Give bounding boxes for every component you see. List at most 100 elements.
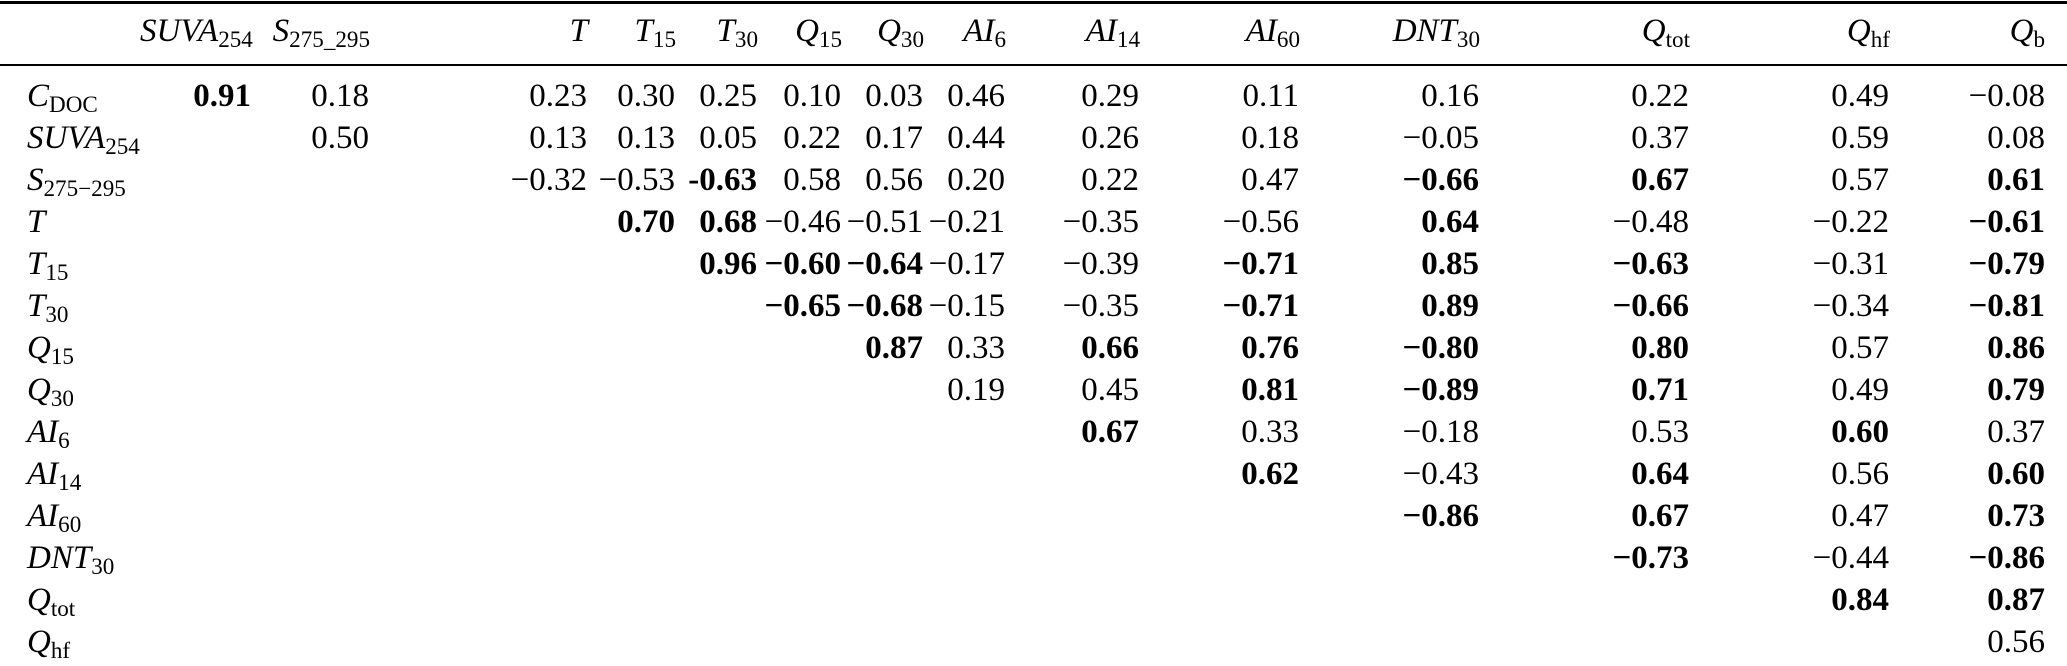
empty-cell <box>252 327 370 369</box>
correlation-value: −0.39 <box>1062 246 1139 282</box>
empty-cell <box>842 537 924 579</box>
row-label: AI14 <box>0 453 140 495</box>
table-row: Qtot 0.84 0.87 <box>0 579 2067 621</box>
empty-cell <box>588 411 676 453</box>
column-header: T15 <box>588 2 676 66</box>
value-cell: 0.37 <box>1480 117 1690 159</box>
correlation-value: −0.31 <box>1812 246 1889 282</box>
column-header: DNT30 <box>1300 2 1480 66</box>
value-cell: 0.71 <box>1480 369 1690 411</box>
value-cell: 0.22 <box>758 117 842 159</box>
value-cell: -0.63 <box>676 159 758 201</box>
row-label-sub: hf <box>50 636 71 663</box>
value-cell: 0.81 <box>1140 369 1300 411</box>
value-cell: 0.46 <box>924 65 1006 117</box>
column-header-sub: 15 <box>652 25 676 52</box>
empty-cell <box>1140 537 1300 579</box>
empty-cell <box>140 117 252 159</box>
correlation-value: −0.60 <box>764 246 841 282</box>
value-cell: 0.33 <box>924 327 1006 369</box>
value-cell: −0.15 <box>924 285 1006 327</box>
column-header-sub: tot <box>1665 25 1690 52</box>
row-label-main: Q <box>27 624 51 660</box>
column-header: AI60 <box>1140 2 1300 66</box>
column-header: Qhf <box>1690 2 1890 66</box>
correlation-value: −0.61 <box>1968 204 2045 240</box>
value-cell: 0.47 <box>1140 159 1300 201</box>
value-cell: −0.32 <box>370 159 588 201</box>
table-row: S275−295 −0.32 −0.53 -0.63 0.58 0.56 0.20 0.22 0… <box>0 159 2067 201</box>
correlation-value: 0.18 <box>311 78 369 114</box>
value-cell: −0.43 <box>1300 453 1480 495</box>
empty-cell <box>370 411 588 453</box>
value-cell: 0.03 <box>842 65 924 117</box>
value-cell: −0.63 <box>1480 243 1690 285</box>
value-cell: 0.58 <box>758 159 842 201</box>
table-row: Qhf 0.56 <box>0 621 2067 666</box>
value-cell: −0.34 <box>1690 285 1890 327</box>
value-cell: 0.68 <box>676 201 758 243</box>
correlation-value: 0.67 <box>1081 414 1139 450</box>
column-header-sub: 254 <box>218 25 253 52</box>
empty-cell <box>252 369 370 411</box>
row-label-main: Q <box>27 372 51 408</box>
empty-cell <box>842 579 924 621</box>
empty-cell <box>140 159 252 201</box>
correlation-value: −0.21 <box>928 204 1005 240</box>
value-cell: −0.66 <box>1480 285 1690 327</box>
row-label: Qhf <box>0 621 140 666</box>
empty-cell <box>924 453 1006 495</box>
empty-cell <box>1006 453 1140 495</box>
row-label-sub: 60 <box>58 510 82 537</box>
correlation-value: 0.23 <box>529 78 587 114</box>
empty-cell <box>370 453 588 495</box>
value-cell: 0.08 <box>1890 117 2067 159</box>
value-cell: −0.21 <box>924 201 1006 243</box>
column-header: SUVA254 <box>140 2 253 66</box>
correlation-value: −0.56 <box>1222 204 1299 240</box>
correlation-value: −0.65 <box>764 288 841 324</box>
column-header: Qb <box>1890 2 2067 66</box>
correlation-value: 0.22 <box>1631 78 1689 114</box>
column-header-sub: 14 <box>1116 25 1140 52</box>
correlation-value: 0.16 <box>1421 78 1479 114</box>
empty-cell <box>1006 537 1140 579</box>
correlation-value: 0.30 <box>617 78 675 114</box>
empty-cell <box>1300 579 1480 621</box>
empty-cell <box>140 243 252 285</box>
correlation-value: 0.67 <box>1631 162 1689 198</box>
value-cell: −0.71 <box>1140 285 1300 327</box>
value-cell: 0.49 <box>1690 369 1890 411</box>
empty-cell <box>252 453 370 495</box>
correlation-value: 0.56 <box>865 162 923 198</box>
empty-cell <box>842 621 924 666</box>
empty-cell <box>252 621 370 666</box>
empty-cell <box>676 579 758 621</box>
correlation-value: 0.11 <box>1242 78 1299 114</box>
row-label-sub: 30 <box>91 552 115 579</box>
row-label-main: T <box>27 288 46 324</box>
correlation-value: 0.49 <box>1831 78 1889 114</box>
empty-cell <box>140 453 252 495</box>
value-cell: −0.51 <box>842 201 924 243</box>
correlation-value: 0.37 <box>1987 414 2045 450</box>
correlation-value: 0.25 <box>699 78 757 114</box>
row-label-main: SUVA <box>27 120 106 156</box>
column-header-main: Q <box>1641 13 1666 49</box>
empty-cell <box>758 579 842 621</box>
empty-cell <box>924 495 1006 537</box>
value-cell: 0.89 <box>1300 285 1480 327</box>
column-header-main: Q <box>1846 13 1871 49</box>
column-header-main: T <box>634 13 653 49</box>
correlation-value: −0.71 <box>1222 288 1299 324</box>
column-header-main: AI <box>963 13 995 49</box>
value-cell: −0.08 <box>1890 65 2067 117</box>
row-label: DNT30 <box>0 537 140 579</box>
empty-cell <box>676 453 758 495</box>
value-cell: 0.29 <box>1006 65 1140 117</box>
column-header-sub: 60 <box>1276 25 1300 52</box>
value-cell: 0.50 <box>252 117 370 159</box>
empty-cell <box>842 369 924 411</box>
column-header: Q15 <box>758 2 842 66</box>
